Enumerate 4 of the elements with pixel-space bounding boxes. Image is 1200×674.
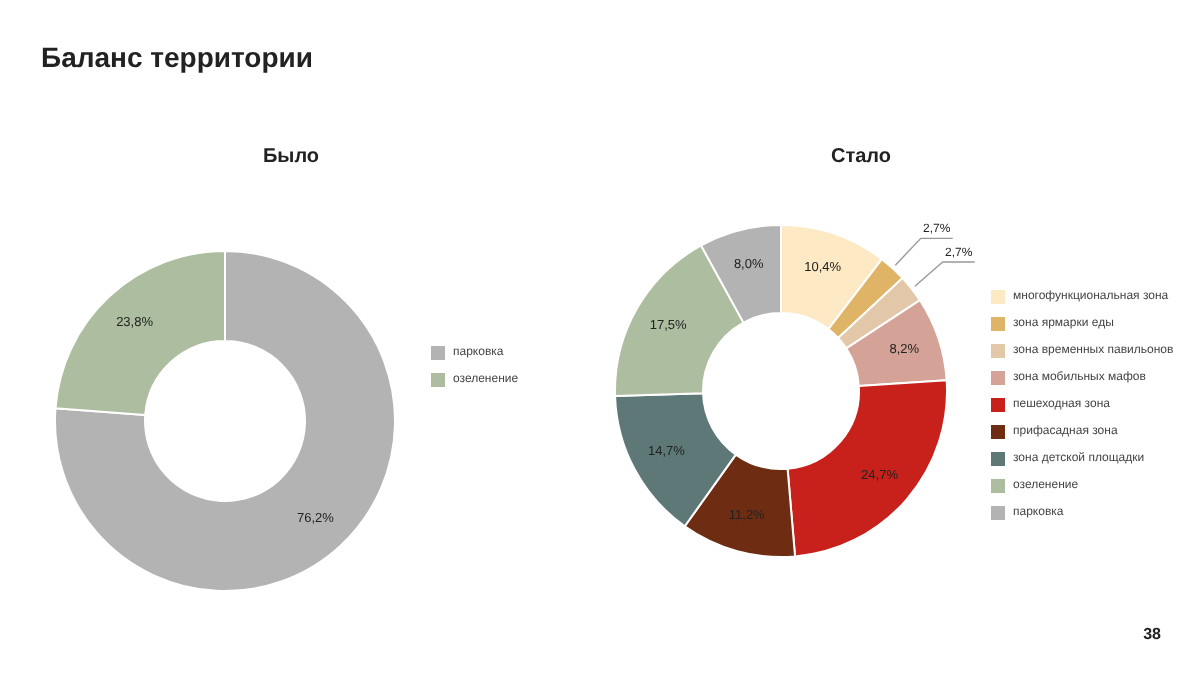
chart-title: Стало [830, 146, 892, 168]
text: 38 [1143, 625, 1163, 643]
text: Баланс территории [41, 41, 314, 73]
chart-title: Было [262, 146, 320, 168]
